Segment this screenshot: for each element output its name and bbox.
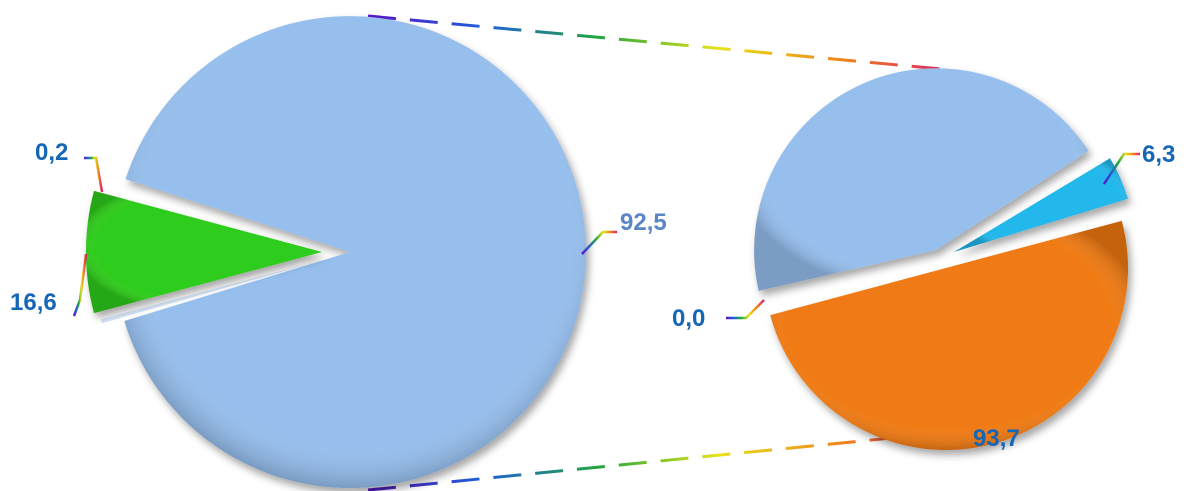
leader-line-0-0: [726, 299, 765, 320]
leader-line-16-6: [72, 253, 88, 317]
series-connector-lines: [367, 14, 953, 491]
leader-line-6-3: [1102, 152, 1140, 185]
data-labels: 92,5 0,2 16,6 6,3 0,0 93,7: [10, 139, 1175, 452]
data-label-primary-0-2: 0,2: [35, 139, 68, 166]
primary-slice-0-2: [100, 258, 329, 324]
data-label-primary-16-6: 16,6: [10, 289, 57, 316]
primary-pie: [85, 16, 587, 489]
secondary-pie: [754, 68, 1129, 451]
leader-line-0-2: [84, 156, 104, 193]
data-label-secondary-6-3: 6,3: [1142, 141, 1175, 168]
data-label-secondary-0-0: 0,0: [672, 305, 705, 332]
connector-line-bottom: [367, 430, 953, 491]
secondary-slice-shading: [954, 158, 1128, 252]
data-label-secondary-93-7: 93,7: [973, 425, 1020, 452]
primary-slice-shading: [124, 16, 587, 489]
connector-line-top: [367, 14, 953, 72]
secondary-slice-shading: [754, 68, 1089, 291]
data-label-primary-92-5: 92,5: [620, 209, 667, 236]
primary-slice-shading: [85, 190, 322, 314]
secondary-slice-shading: [770, 220, 1129, 451]
leader-line-92-5: [581, 230, 617, 255]
